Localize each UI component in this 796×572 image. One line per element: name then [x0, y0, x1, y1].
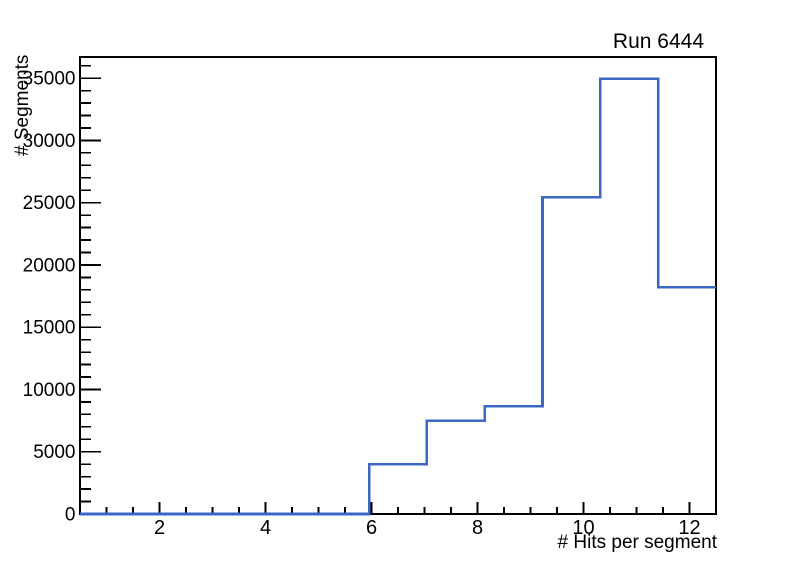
histogram-line [80, 77, 716, 516]
y-tick-label: 25000 [23, 193, 76, 214]
y-tick-label: 15000 [23, 318, 76, 339]
y-axis-title: # Segments [12, 55, 33, 156]
y-tick-label: 0 [65, 505, 76, 526]
y-tick-label: 5000 [33, 442, 75, 463]
x-tick-label: 6 [366, 517, 377, 539]
y-tick-label: 10000 [23, 380, 76, 401]
y-tick-label: 30000 [23, 131, 76, 152]
x-tick-label: 12 [678, 517, 700, 539]
x-tick-label: 2 [154, 517, 165, 539]
chart-title: Run 6444 [613, 30, 704, 53]
x-tick-label: 10 [572, 517, 594, 539]
x-tick-label: 4 [260, 517, 271, 539]
y-tick-label: 20000 [23, 255, 76, 276]
plot-frame [79, 56, 717, 515]
axes-layer: 2 4 6 8 10 12 0 5000 10000 15000 20000 25000 30000 35… [23, 56, 717, 539]
x-tick-label: 8 [472, 517, 483, 539]
x-axis-title: # Hits per segment [558, 532, 718, 553]
y-tick-label: 35000 [23, 69, 76, 90]
